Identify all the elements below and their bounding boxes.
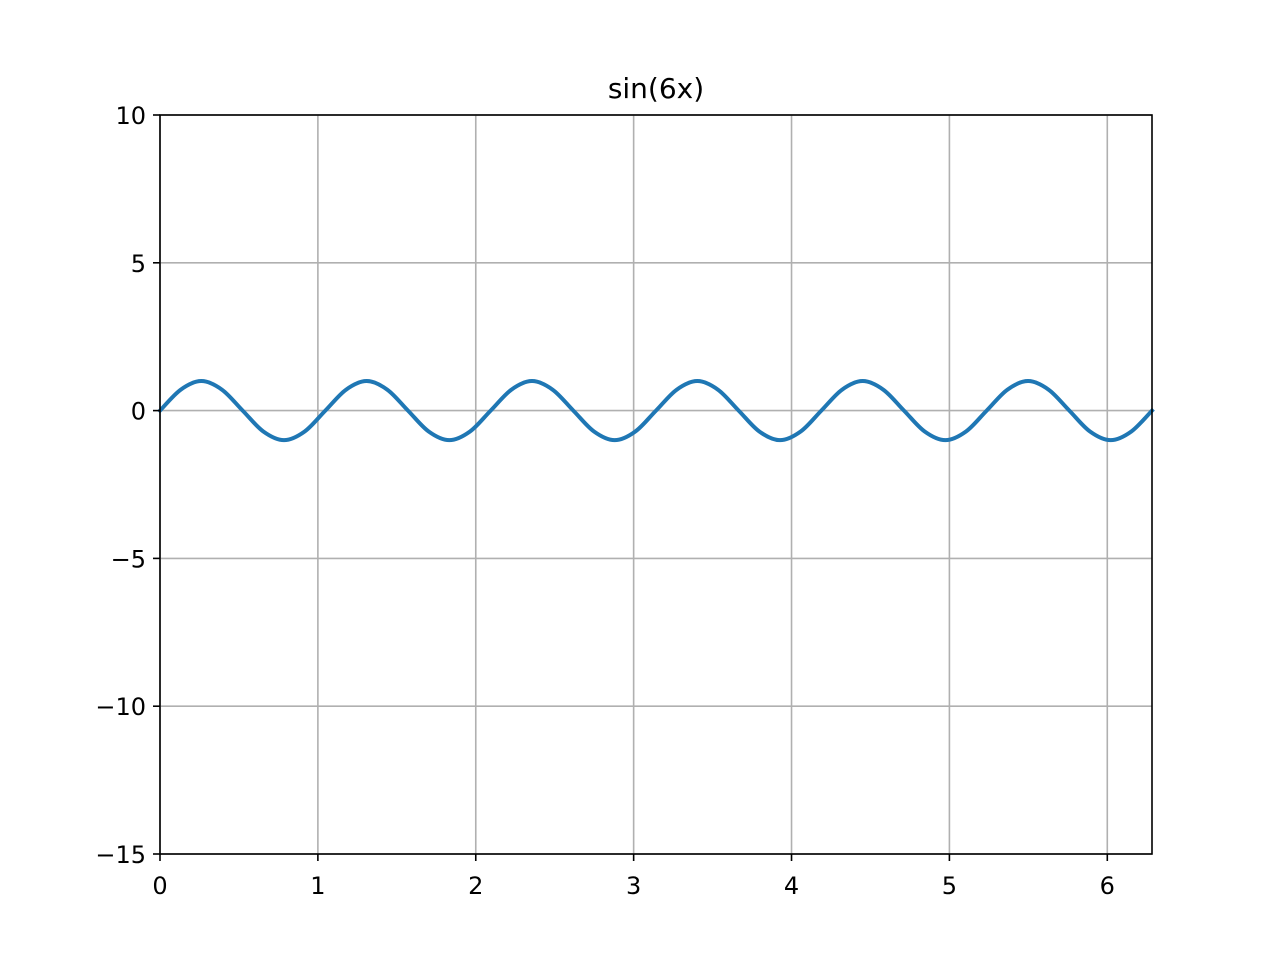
plot-frame xyxy=(159,114,1153,855)
x-tick-label: 1 xyxy=(310,872,325,900)
chart-title: sin(6x) xyxy=(608,72,704,105)
x-tick-label: 3 xyxy=(626,872,641,900)
y-tick-label: −15 xyxy=(95,841,146,869)
axis-ticks: 0 1 2 3 4 5 6 −15 −10 −5 0 5 10 xyxy=(95,102,1115,900)
y-tick-label: −5 xyxy=(111,545,146,573)
series-line-0 xyxy=(157,379,1155,443)
y-tick-label: 5 xyxy=(131,250,146,278)
x-tick-label: 5 xyxy=(942,872,957,900)
y-tick-label: 10 xyxy=(115,102,146,130)
x-tick-label: 4 xyxy=(784,872,799,900)
series-layer xyxy=(157,379,1155,443)
x-tick-label: 0 xyxy=(152,872,167,900)
x-tick-label: 2 xyxy=(468,872,483,900)
y-tick-label: 0 xyxy=(131,398,146,426)
x-tick-label: 6 xyxy=(1100,872,1115,900)
y-tick-label: −10 xyxy=(95,693,146,721)
